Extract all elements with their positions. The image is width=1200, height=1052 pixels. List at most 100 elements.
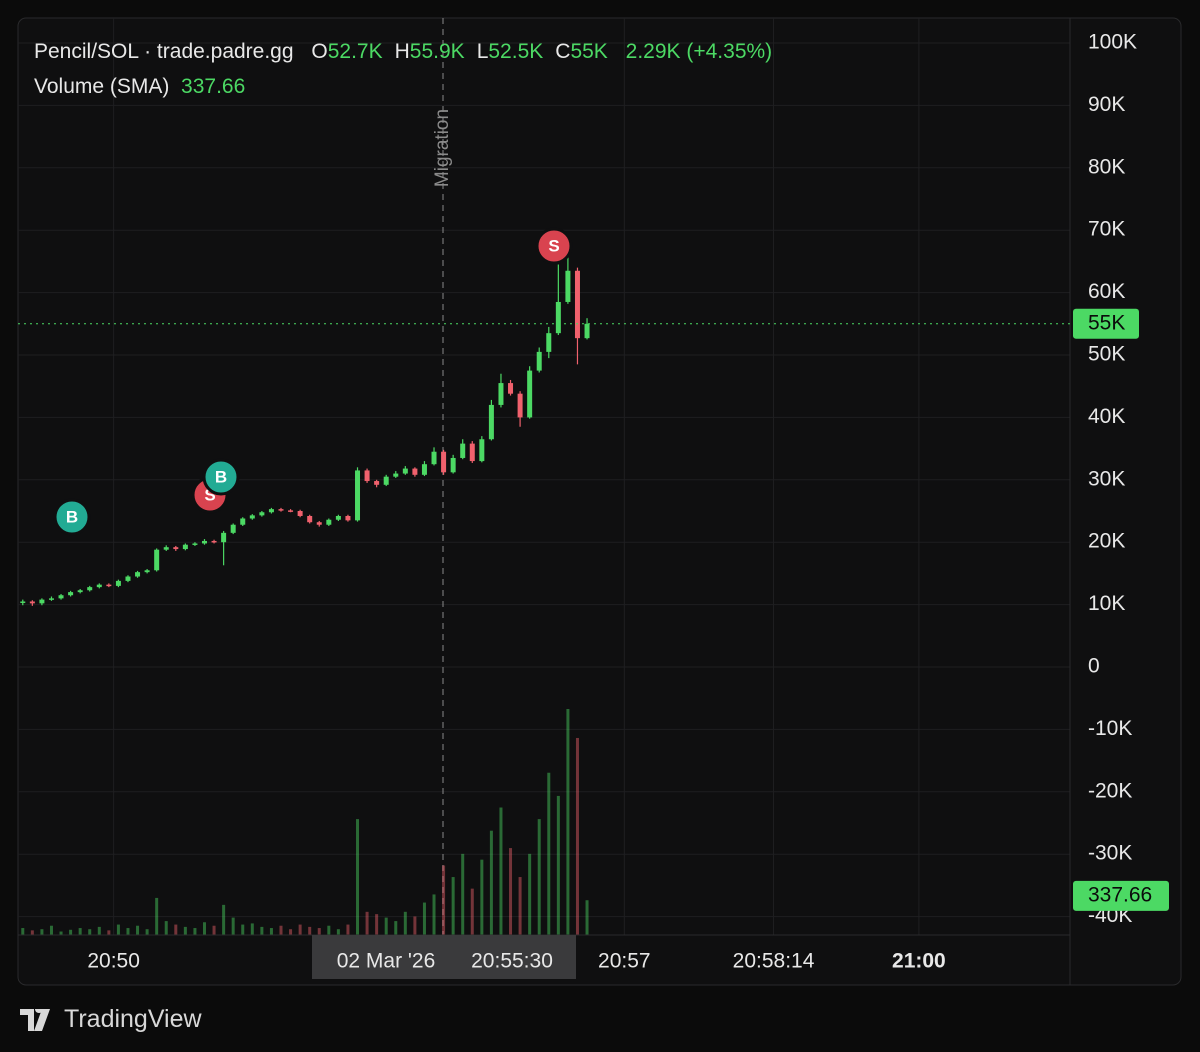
ohlc-key: H [394,40,410,63]
trade-marker [53,498,91,536]
y-tick-label: 90K [1088,93,1125,116]
volume-bar [327,925,331,935]
candle-body [268,509,274,513]
trade-marker-label: S [548,236,559,255]
volume-bar [442,865,446,935]
candle-body [211,540,217,543]
candle-body [249,515,255,519]
candle-body [77,590,83,593]
candle-body [115,580,121,586]
volume-bar [499,807,503,935]
chart-panel [17,17,1182,986]
candle-body [402,468,408,474]
volume-bar [509,848,513,935]
volume-bar [566,709,570,935]
volume-bar [174,924,178,935]
candle-body [574,270,580,339]
volume-bar [413,916,417,935]
volume-bar [403,911,407,935]
volume-bar [78,928,82,935]
ohlc-value: 55.9K [409,40,465,63]
volume-bar [279,925,283,935]
volume-bar [69,929,73,935]
volume-bar [365,911,369,935]
volume-bar [585,900,589,935]
brand-name: TradingView [64,1005,202,1033]
volume-bar [489,830,493,935]
candle-body [288,510,294,512]
candle-body [192,543,198,545]
candle-body [364,470,370,482]
candle-body [259,512,265,516]
volume-bar [470,888,474,935]
volume-bar [212,925,216,935]
candle-body [135,572,141,577]
candle-body [527,370,533,418]
candle-body [335,515,341,520]
grid [18,18,1070,935]
volume-bar [155,897,159,935]
brand-logo [20,1008,50,1031]
volume-bar [317,928,321,935]
volume-bar [422,902,426,935]
volume-bar [298,924,302,935]
x-tick-label: 21:00 [892,950,946,973]
volume-layer [21,709,589,935]
y-tick-label: 50K [1088,343,1125,366]
trade-marker-label: B [66,507,78,526]
candle-body [383,476,389,485]
volume-bar [107,930,111,935]
ohlc: O52.7K H55.9K L52.5K C55K [299,40,607,63]
y-tick-label: 10K [1088,592,1125,615]
candle-body [536,351,542,371]
volume-bar [308,926,312,935]
candle-body [460,443,466,458]
candle-body [230,524,236,533]
volume-bar [356,819,360,935]
volume-bar [49,925,53,935]
candle-body [431,451,437,465]
candle-body [450,457,456,473]
candle-body [29,601,35,604]
y-tick-label: -10K [1088,717,1132,740]
volume-title: Volume (SMA) [34,75,170,98]
y-tick-label: -30K [1088,842,1132,865]
candle-body [240,518,246,525]
volume-bar [556,795,560,935]
trade-marker [202,458,240,496]
volume-bar [59,931,63,935]
volume-bar [202,922,206,935]
candle-body [479,439,485,462]
crosshair-box [312,935,576,979]
volume-bar [116,924,120,935]
x-tick-label: 20:57 [598,950,651,973]
y-tick-label: 70K [1088,218,1125,241]
y-tick-label: 80K [1088,155,1125,178]
candle-body [20,601,26,603]
volume-sma-label: 337.66 [1088,883,1152,906]
symbol: Pencil/SOL · trade.padre.gg [34,40,294,63]
volume-bar [193,928,197,935]
candle-body [469,443,475,462]
volume-bar [575,737,579,935]
volume-bar [164,921,168,935]
candle-body [508,383,514,394]
ohlc-value: 52.5K [488,40,544,63]
volume-bar [97,926,101,935]
volume-sma: 337.66 [181,75,246,98]
volume-bar [537,819,541,935]
candle-body [278,509,284,511]
volume-bar [241,924,245,935]
candle-body [221,532,227,543]
candle-body [307,515,313,523]
volume-bar [136,925,140,935]
legend: Pencil/SOL · trade.padre.gg O52.7K H55.9K… [34,34,772,104]
ohlc-key: O [311,40,328,63]
candle-body [412,468,418,475]
candle-body [58,595,64,599]
candle-body [374,481,380,485]
volume-bar [375,914,379,935]
